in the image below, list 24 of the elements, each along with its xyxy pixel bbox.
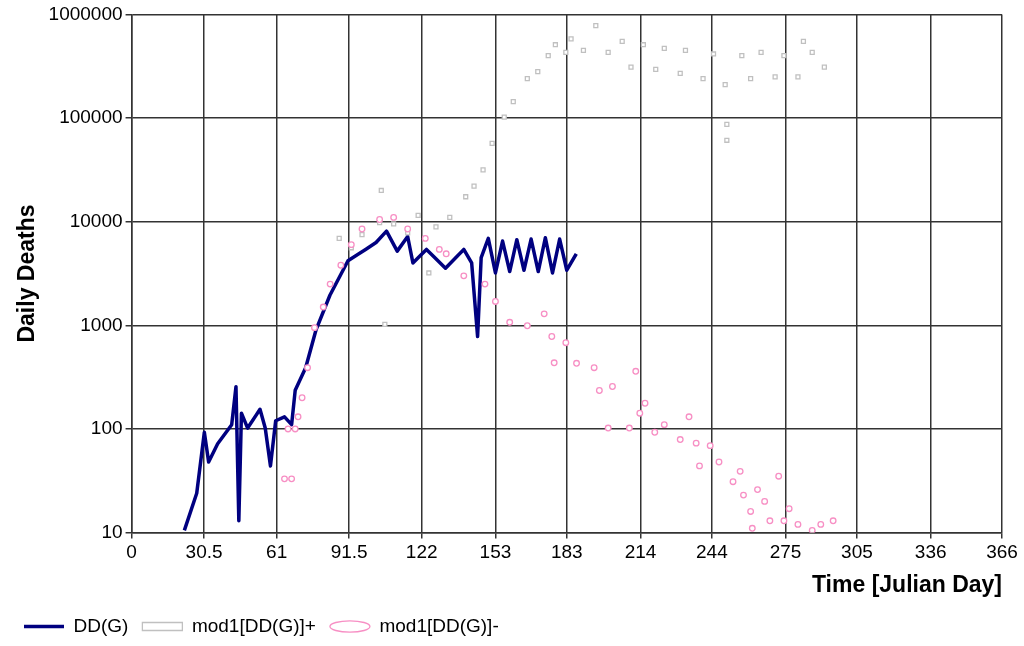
legend-label: DD(G) bbox=[73, 614, 129, 636]
y-tick-label: 100 bbox=[90, 417, 123, 439]
x-tick-label: 214 bbox=[624, 541, 657, 563]
x-tick-label: 0 bbox=[126, 541, 137, 563]
x-tick-label: 275 bbox=[769, 541, 802, 563]
x-tick-label: 30.5 bbox=[185, 541, 223, 563]
y-axis-title: Daily Deaths bbox=[13, 204, 40, 343]
y-tick-label: 1000 bbox=[80, 313, 123, 335]
x-tick-label: 183 bbox=[550, 541, 583, 563]
x-tick-label: 336 bbox=[914, 541, 947, 563]
legend-label: mod1[DD(G)]- bbox=[379, 614, 499, 636]
x-tick-label: 153 bbox=[479, 541, 512, 563]
x-tick-label: 244 bbox=[696, 541, 729, 563]
legend-label: mod1[DD(G)]+ bbox=[191, 614, 316, 636]
y-tick-label: 10 bbox=[101, 520, 123, 542]
x-axis-title: Time [Julian Day] bbox=[811, 570, 1002, 597]
y-tick-label: 100000 bbox=[59, 106, 123, 128]
x-tick-label: 61 bbox=[266, 541, 288, 563]
x-tick-label: 91.5 bbox=[330, 541, 368, 563]
y-tick-label: 10000 bbox=[69, 209, 123, 231]
x-tick-label: 122 bbox=[405, 541, 438, 563]
x-tick-label: 366 bbox=[986, 541, 1018, 563]
y-tick-label: 1000000 bbox=[48, 2, 123, 24]
x-tick-label: 305 bbox=[841, 541, 873, 563]
